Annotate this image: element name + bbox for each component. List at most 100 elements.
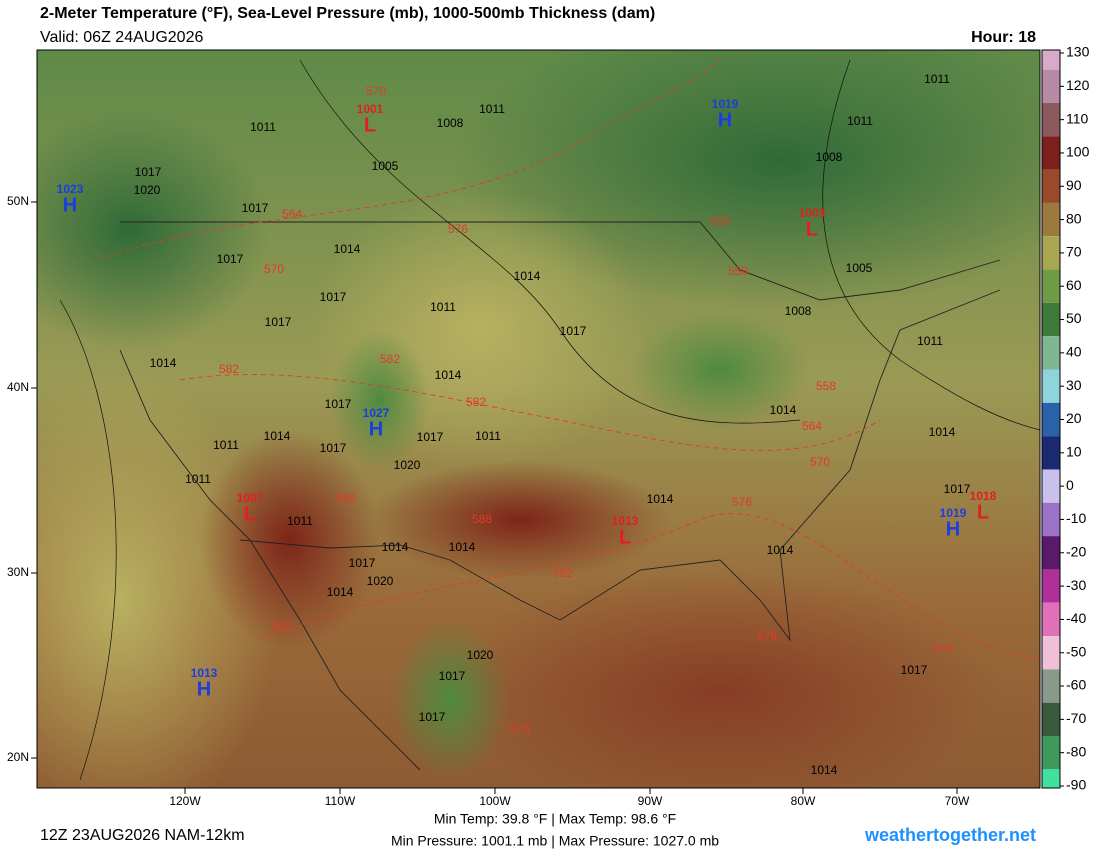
colorbar-swatch bbox=[1042, 202, 1060, 237]
thickness-label: 558 bbox=[728, 264, 748, 278]
isobar-label: 1017 bbox=[349, 556, 376, 570]
isobar-label: 1014 bbox=[435, 368, 462, 382]
lat-label: 20N bbox=[7, 750, 29, 764]
isobar-label: 1014 bbox=[449, 540, 476, 554]
hot-region bbox=[370, 460, 670, 580]
border bbox=[239, 539, 561, 621]
thickness-line bbox=[179, 374, 881, 451]
isobar-label: 1017 bbox=[217, 252, 244, 266]
isobar-label: 1011 bbox=[475, 429, 501, 443]
isobars bbox=[59, 59, 1040, 781]
pressure-center-letter: H bbox=[197, 678, 211, 700]
borders bbox=[119, 221, 1001, 771]
thickness-label: 558 bbox=[710, 214, 730, 228]
pressure-center-letter: H bbox=[63, 194, 77, 216]
colorbar-tick-label: 120 bbox=[1066, 77, 1090, 93]
colorbar-tick-label: -50 bbox=[1066, 643, 1086, 659]
forecast-hour: Hour: 18 bbox=[971, 29, 1036, 46]
pressure-center-value: 1001 bbox=[357, 102, 384, 116]
pressure-center-value: 1013 bbox=[191, 666, 218, 680]
isobar-label: 1017 bbox=[265, 315, 292, 329]
colorbar-swatch bbox=[1042, 569, 1060, 603]
pressure-center-value: 1007 bbox=[237, 491, 264, 505]
colorbar-swatch bbox=[1042, 302, 1060, 337]
isobar-label: 1020 bbox=[367, 574, 394, 588]
colorbar-tick-label: 60 bbox=[1066, 277, 1082, 293]
map-frame bbox=[36, 49, 1041, 789]
colorbar-swatch bbox=[1042, 369, 1060, 403]
thickness-lines bbox=[99, 59, 1040, 661]
colorbar-swatch bbox=[1042, 269, 1060, 303]
lat-label: 30N bbox=[7, 565, 29, 579]
thickness-label: 576 bbox=[757, 629, 777, 643]
isobar-label: 1008 bbox=[437, 116, 464, 130]
colorbar-tick-label: 110 bbox=[1066, 110, 1089, 126]
colorbar-swatch bbox=[1042, 502, 1060, 537]
thickness-label: 558 bbox=[816, 379, 836, 393]
colorbar-tick-label: -90 bbox=[1066, 777, 1086, 793]
isobar-label: 1008 bbox=[785, 304, 812, 318]
isobar bbox=[822, 59, 1040, 431]
isobar bbox=[299, 59, 801, 424]
pressure-center-value: 1027 bbox=[363, 406, 390, 420]
map-field bbox=[37, 50, 1040, 788]
hot-region bbox=[200, 430, 380, 650]
colorbar-swatch bbox=[1042, 50, 1060, 70]
thickness-label: 582 bbox=[380, 352, 400, 366]
isobar-label: 1011 bbox=[917, 334, 943, 348]
colorbar-swatch bbox=[1042, 536, 1060, 570]
pressure-center-letter: L bbox=[806, 218, 818, 240]
colorbar-tick-label: -60 bbox=[1066, 677, 1086, 693]
coastline bbox=[119, 349, 421, 771]
mountain-region bbox=[390, 620, 510, 780]
isobar-label: 1005 bbox=[846, 261, 873, 275]
colorbar-tick-label: 90 bbox=[1066, 177, 1082, 193]
isobar-label: 1011 bbox=[847, 114, 873, 128]
pressure-center-value: 1003 bbox=[799, 206, 826, 220]
isobar-label: 1008 bbox=[816, 150, 843, 164]
colorbar-tick-label: 0 bbox=[1066, 477, 1074, 493]
isobar-label: 1014 bbox=[334, 242, 361, 256]
lon-label: 120W bbox=[169, 794, 201, 808]
isobar-label: 1014 bbox=[150, 356, 177, 370]
colorbar-swatch bbox=[1042, 736, 1060, 770]
coastline bbox=[559, 289, 1001, 642]
isobar-label: 1017 bbox=[439, 669, 466, 683]
lon-label: 100W bbox=[479, 794, 511, 808]
colorbar-swatch bbox=[1042, 602, 1060, 637]
lat-label: 50N bbox=[7, 194, 29, 208]
isobar-label: 1005 bbox=[372, 159, 399, 173]
colorbar-swatch bbox=[1042, 636, 1060, 670]
colorbar-tick-label: -30 bbox=[1066, 577, 1086, 593]
site-name: weathertogether.net bbox=[864, 825, 1036, 845]
colorbar-tick-label: 100 bbox=[1066, 144, 1090, 160]
colorbar-tick-label: 130 bbox=[1066, 44, 1090, 60]
thickness-label: 564 bbox=[282, 207, 302, 221]
thickness-label: 576 bbox=[510, 722, 530, 736]
colorbar-swatch bbox=[1042, 436, 1060, 470]
thickness-label: 570 bbox=[810, 455, 830, 469]
colorbar-tick-label: 80 bbox=[1066, 210, 1082, 226]
temp-range: Min Temp: 39.8 °F | Max Temp: 98.6 °F bbox=[434, 811, 676, 827]
colorbar-tick-label: -80 bbox=[1066, 743, 1086, 759]
colorbar-tick-label: -10 bbox=[1066, 510, 1086, 526]
thickness-line bbox=[99, 59, 721, 261]
pressure-center-letter: H bbox=[718, 109, 732, 131]
isobar-label: 1020 bbox=[134, 183, 161, 197]
isobar-label: 1014 bbox=[327, 585, 354, 599]
isobar-label: 1011 bbox=[924, 72, 950, 86]
thickness-label: 582 bbox=[271, 619, 291, 633]
colorbar-tick-label: -70 bbox=[1066, 710, 1086, 726]
isobar-label: 1017 bbox=[135, 165, 162, 179]
border bbox=[120, 221, 1001, 301]
isobar-label: 1017 bbox=[560, 324, 587, 338]
thickness-label: 576 bbox=[732, 495, 752, 509]
colorbar-swatch bbox=[1042, 402, 1060, 437]
isobar-label: 1014 bbox=[767, 543, 794, 557]
cool-region bbox=[37, 110, 270, 350]
pressure-center-letter: H bbox=[946, 518, 960, 540]
isobar-label: 1020 bbox=[394, 458, 421, 472]
pressure-center-value: 1019 bbox=[712, 97, 739, 111]
lon-label: 110W bbox=[325, 794, 356, 808]
